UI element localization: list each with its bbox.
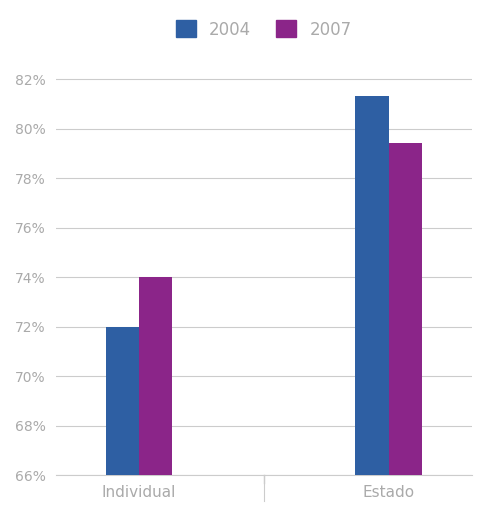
Bar [356,96,389,515]
Legend: 2004, 2007: 2004, 2007 [168,12,360,47]
Bar [106,327,139,515]
Bar [139,277,172,515]
Bar [389,143,422,515]
